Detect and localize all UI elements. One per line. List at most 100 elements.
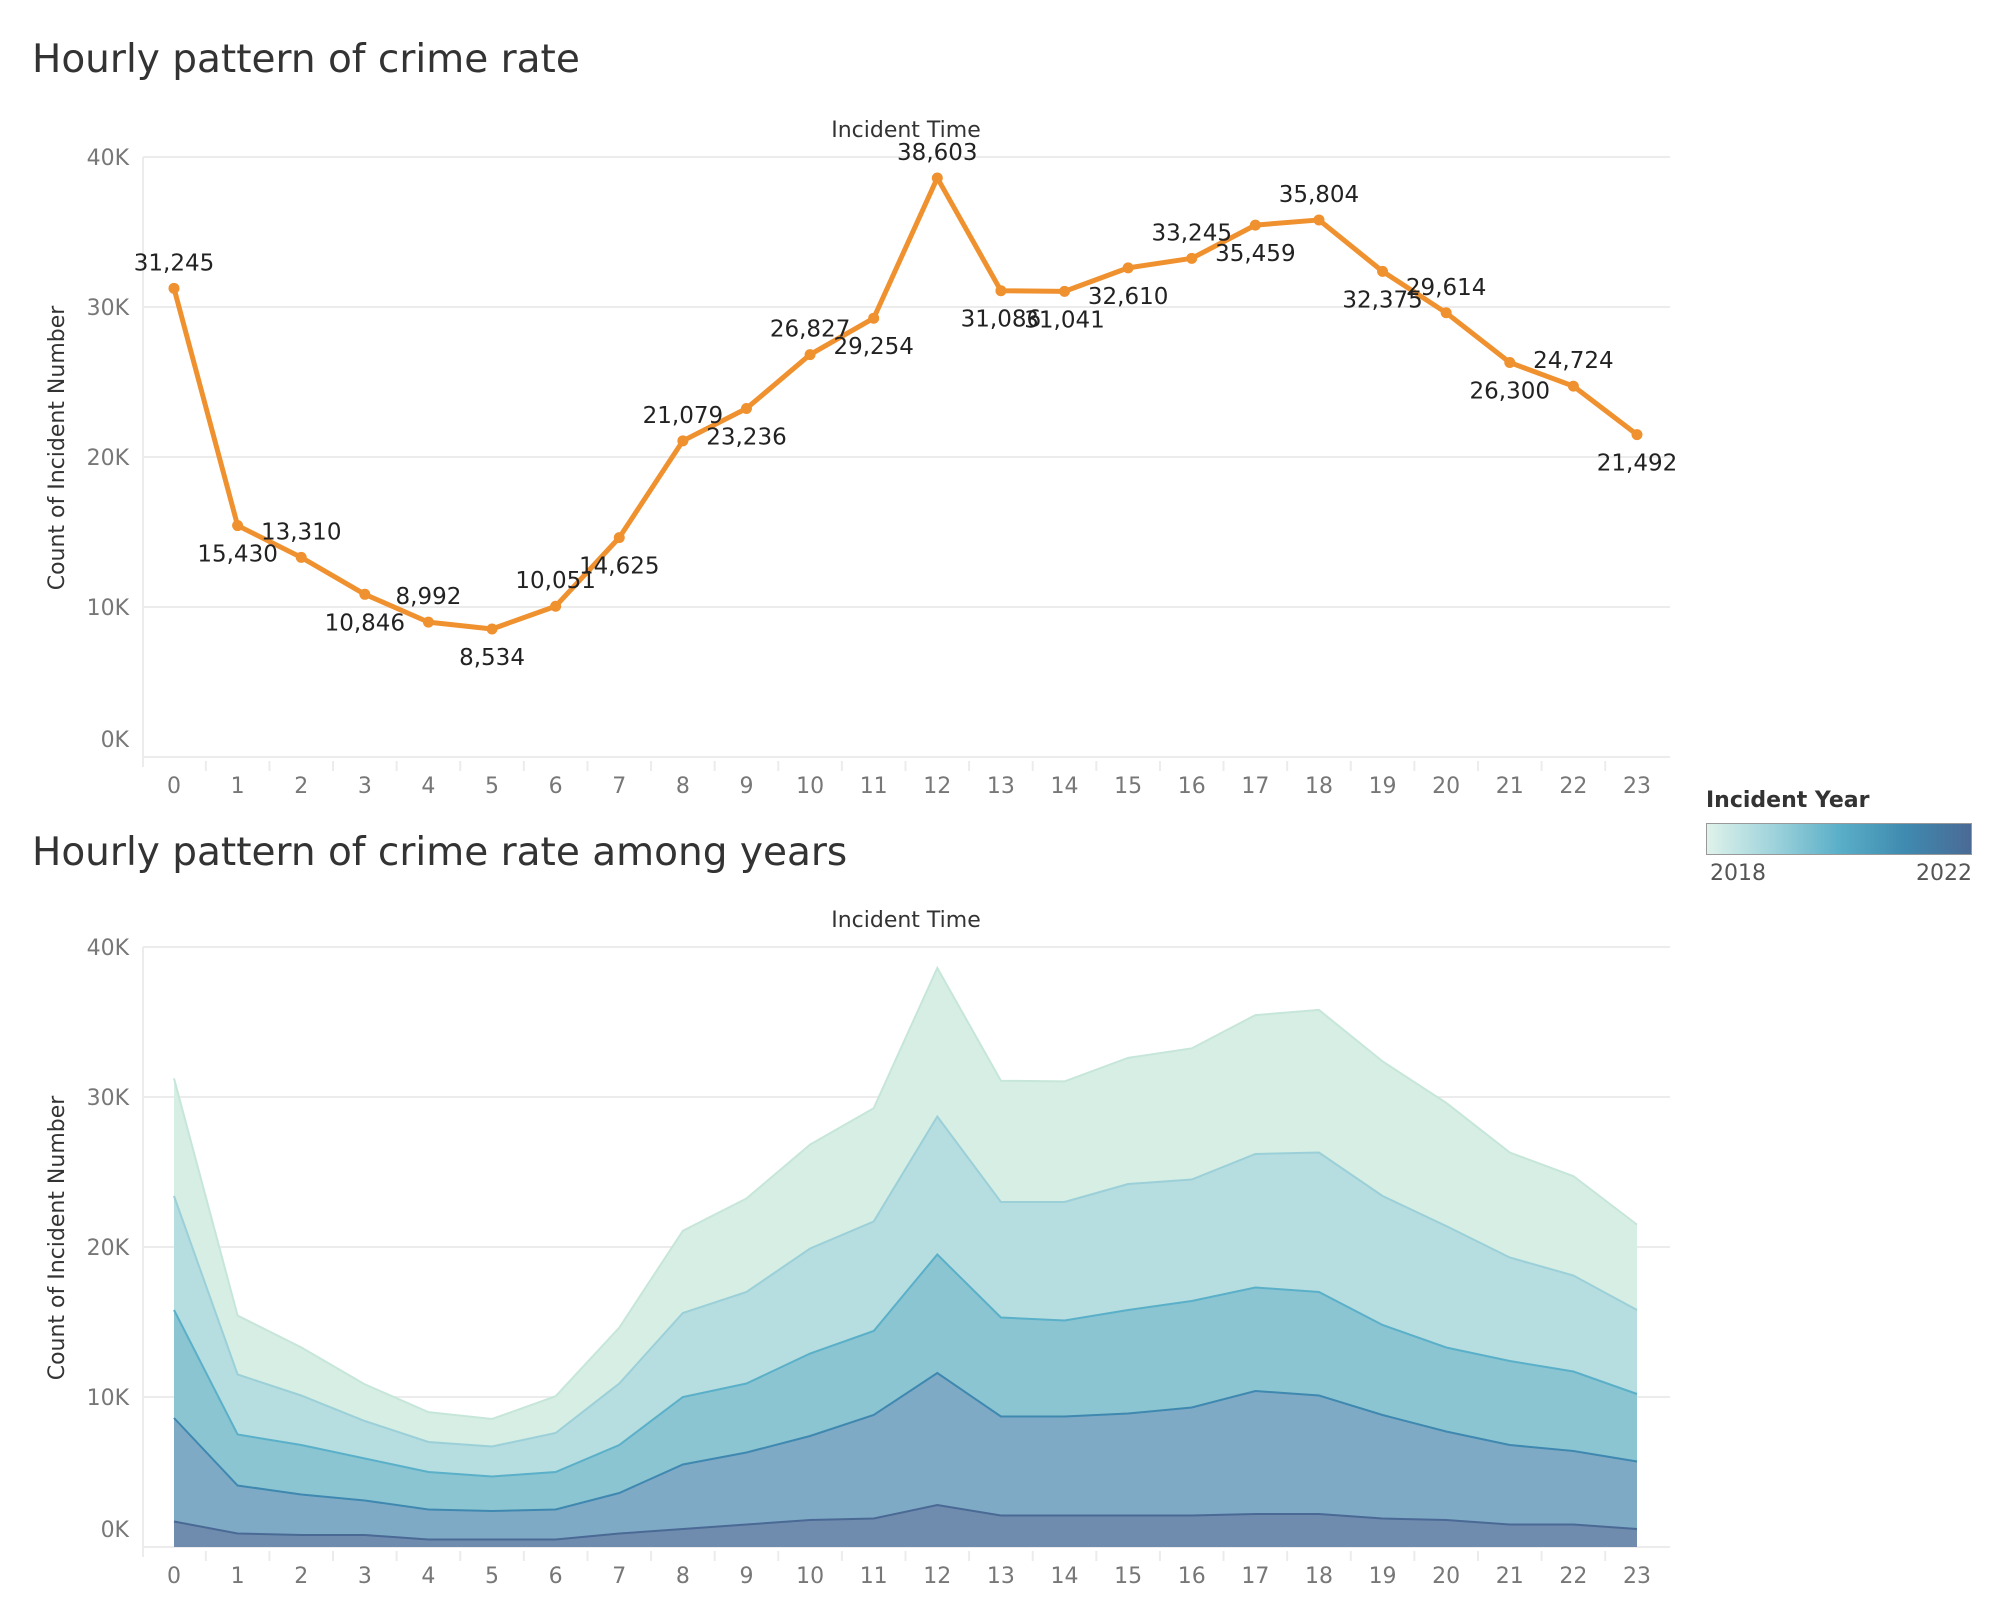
x-tick-label: 23 [1623,1564,1651,1589]
data-label: 31,041 [1024,307,1104,333]
data-label: 24,724 [1533,348,1613,374]
legend-labels: 2018 2022 [1706,861,1976,891]
data-label: 10,051 [515,568,595,594]
area-series-edge-2 [173,1253,1638,1478]
y-tick-label: 30K [87,296,130,321]
area-series-3 [174,1373,1637,1547]
data-label: 29,614 [1406,275,1486,301]
data-label: 8,992 [396,584,462,610]
data-label: 21,492 [1597,451,1677,477]
data-point [1504,357,1516,368]
y-tick-label: 10K [87,596,130,621]
data-label: 35,459 [1215,241,1295,267]
data-point [359,588,371,600]
data-label: 38,603 [897,140,977,166]
x-tick-label: 19 [1369,1564,1397,1589]
x-tick-label: 22 [1559,774,1587,799]
data-point [1567,380,1579,392]
data-point [422,616,434,628]
x-tick-label: 8 [676,1564,690,1589]
data-point [868,312,880,324]
data-point [677,435,689,447]
legend-min-label: 2018 [1710,861,1766,886]
data-point [995,285,1007,297]
data-label: 10,846 [325,610,405,636]
x-tick-label: 5 [485,774,499,799]
x-tick-label: 17 [1241,1564,1269,1589]
x-tick-label: 8 [676,774,690,799]
chart-title-top: Hourly pattern of crime rate [32,37,580,82]
data-point [1186,252,1198,264]
area-series-edge-3 [173,1371,1638,1513]
data-label: 13,310 [261,519,341,545]
x-tick-label: 18 [1305,774,1333,799]
data-label: 15,430 [197,542,277,568]
x-axis: 0 1 2 3 4 5 6 7 8 9 10 11 12 13 14 15 16 17 18 19 20 21 22 23 [167,761,1651,799]
x-tick-label: 0 [167,1564,181,1589]
legend-gradient [1706,823,1972,855]
x-axis: 0 1 2 3 4 5 6 7 8 9 10 11 12 13 14 15 16 17 18 19 20 21 22 23 [167,1551,1651,1589]
color-legend: Incident Year 2018 2022 [1706,788,1976,891]
x-tick-label: 9 [739,774,753,799]
data-point [804,349,816,361]
y-axis: 0K 10K 20K 30K 40K [87,936,130,1543]
data-label: 29,254 [833,334,913,360]
x-tick-label: 1 [231,1564,245,1589]
x-tick-label: 2 [294,1564,308,1589]
y-tick-label: 30K [87,1086,130,1111]
x-tick-label: 5 [485,1564,499,1589]
area-series-edge-4 [173,1503,1638,1541]
x-tick-label: 15 [1114,1564,1142,1589]
x-tick-label: 16 [1178,1564,1206,1589]
x-tick-label: 20 [1432,1564,1460,1589]
x-tick-label: 7 [612,1564,626,1589]
line-chart: Incident Time Count of Incident Number 0… [45,118,1677,799]
series-line [171,175,1639,632]
x-tick-label: 15 [1114,774,1142,799]
data-point [550,600,562,612]
y-tick-label: 20K [87,446,130,471]
x-tick-label: 13 [987,1564,1015,1589]
stacked-area-chart: Incident Time Count of Incident Number 0… [45,908,1670,1589]
x-tick-label: 4 [421,774,435,799]
data-point [1059,285,1071,297]
area-series-4 [174,1505,1637,1547]
data-label: 31,086 [961,307,1041,333]
legend-max-label: 2022 [1916,861,1972,886]
x-tick-label: 14 [1051,774,1079,799]
data-label: 21,079 [643,403,723,429]
y-tick-label: 40K [87,146,130,171]
data-label: 31,245 [134,250,214,276]
plot-area [173,965,1638,1547]
x-tick-label: 2 [294,774,308,799]
x-tick-label: 4 [421,1564,435,1589]
x-tick-label: 3 [358,774,372,799]
x-tick-label: 10 [796,774,824,799]
data-label: 35,804 [1279,182,1359,208]
x-tick-label: 11 [860,1564,888,1589]
data-point [613,532,625,544]
x-tick-label: 18 [1305,1564,1333,1589]
x-tick-label: 17 [1241,774,1269,799]
x-tick-label: 12 [923,774,951,799]
data-point [740,402,752,414]
data-point [295,551,307,563]
y-tick-label: 40K [87,936,130,961]
x-tick-label: 23 [1623,774,1651,799]
legend-title: Incident Year [1706,788,1870,813]
data-label: 32,610 [1088,284,1168,310]
data-point [486,623,498,635]
x-tick-label: 20 [1432,774,1460,799]
x-tick-label: 16 [1178,774,1206,799]
data-point [1377,265,1389,277]
y-axis: 0K 10K 20K 30K 40K [87,146,130,753]
x-tick-label: 3 [358,1564,372,1589]
data-label: 8,534 [459,645,525,671]
data-point [1249,219,1261,231]
x-tick-label: 12 [923,1564,951,1589]
x-tick-label: 6 [549,1564,563,1589]
x-tick-label: 7 [612,774,626,799]
data-label: 32,375 [1342,287,1422,313]
x-tick-label: 1 [231,774,245,799]
